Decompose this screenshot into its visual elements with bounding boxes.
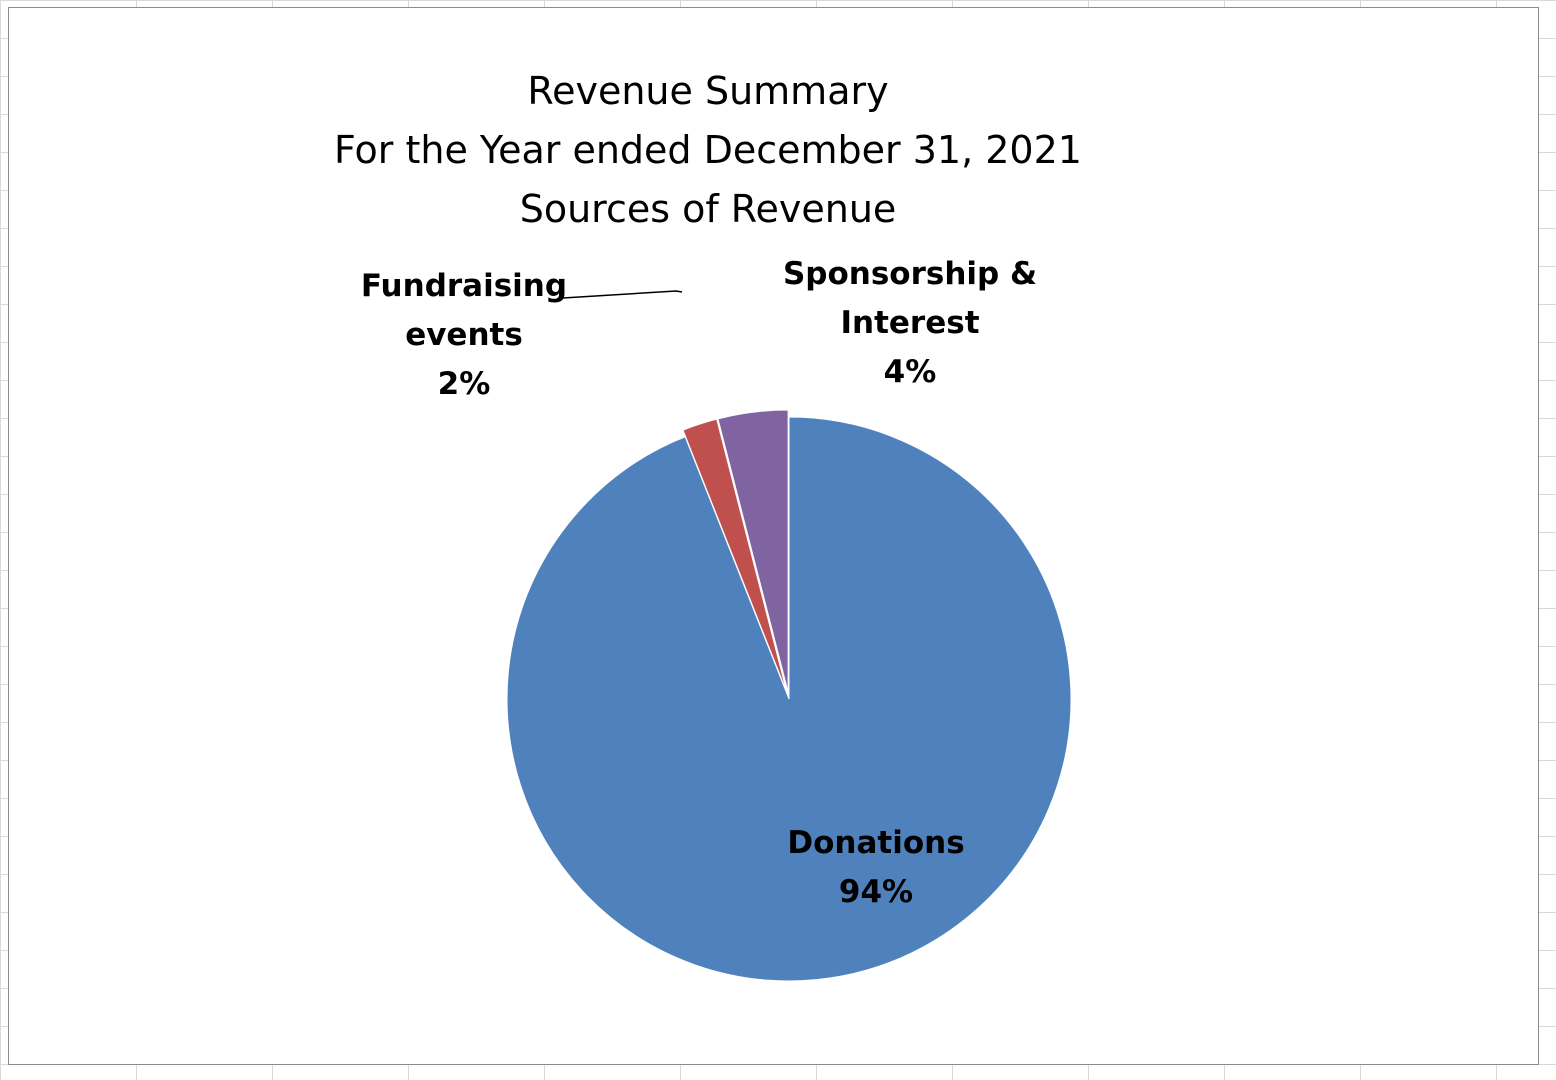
title-line-3: Sources of Revenue xyxy=(519,187,897,231)
chart-title: Revenue Summary For the Year ended Decem… xyxy=(9,62,1407,239)
slice-label-fundraising: Fundraising events 2% xyxy=(360,268,568,402)
pie-chart xyxy=(506,290,1072,982)
chart-area: Revenue Summary For the Year ended Decem… xyxy=(8,7,1539,1065)
slice-sponsorship-interest xyxy=(717,409,789,693)
slice-label-sponsorship: Sponsorship & Interest 4% xyxy=(782,256,1038,390)
title-line-2: For the Year ended December 31, 2021 xyxy=(334,128,1082,172)
slice-fundraising-events xyxy=(682,418,788,693)
title-line-1: Revenue Summary xyxy=(527,69,889,113)
slice-donations xyxy=(506,416,1072,982)
slice-label-donations: Donations 94% xyxy=(787,825,965,910)
fundraising-leader-line xyxy=(562,290,683,299)
